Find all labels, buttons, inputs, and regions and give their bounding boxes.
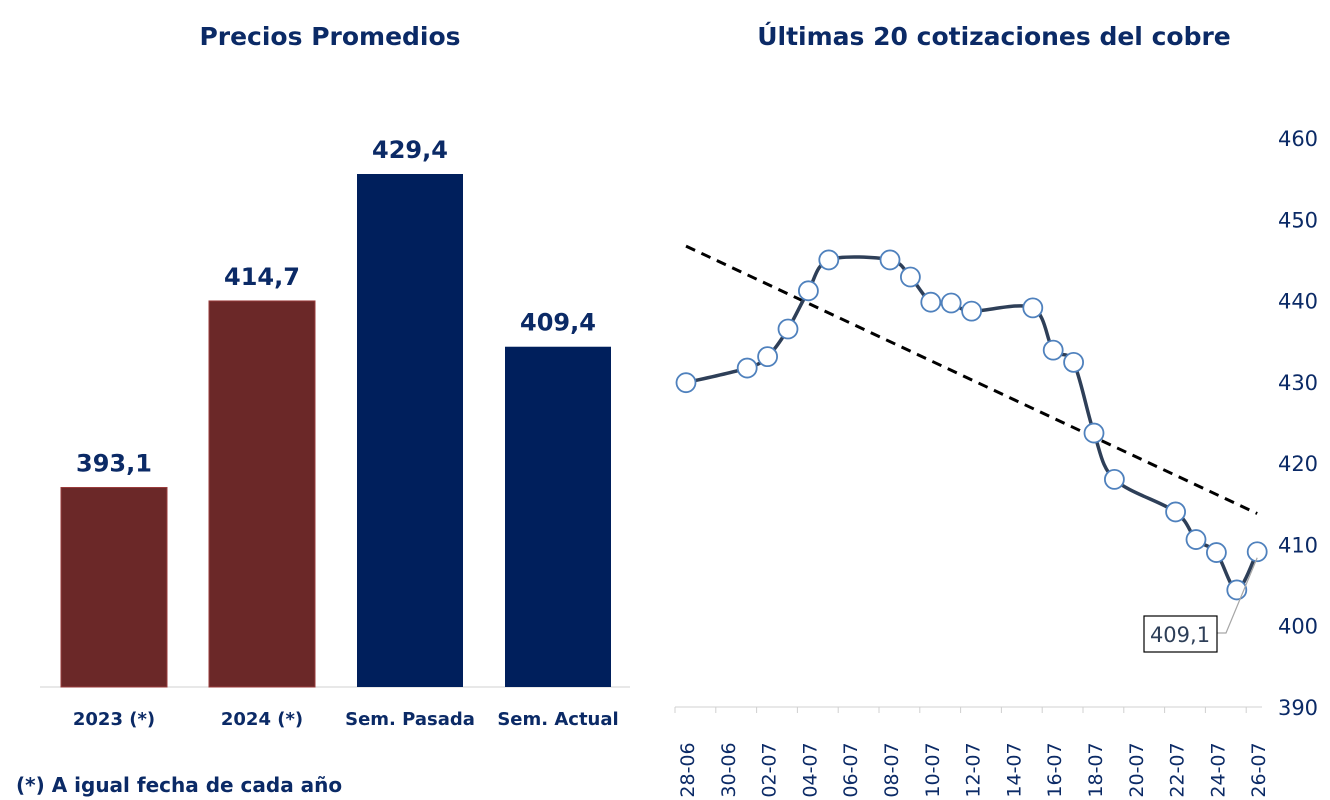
y-tick-label: 390 [1278, 696, 1318, 720]
bar-category-label: 2024 (*) [221, 709, 303, 730]
y-tick-label: 410 [1278, 533, 1318, 557]
bar-data-label: 429,4 [372, 136, 448, 164]
x-tick-label: 18-07 [1085, 742, 1107, 797]
data-point [798, 280, 819, 302]
bar-category-label: Sem. Pasada [345, 709, 475, 730]
y-tick-label: 400 [1278, 615, 1318, 639]
x-tick-label: 06-07 [840, 742, 862, 797]
data-point [757, 346, 778, 368]
x-tick-label: 22-07 [1167, 742, 1189, 797]
x-tick-label: 16-07 [1044, 742, 1066, 797]
bar-chart-title: Precios Promedios [199, 22, 460, 51]
data-point [1165, 501, 1186, 523]
data-point [1063, 351, 1084, 373]
bar-category-label: Sem. Actual [497, 709, 618, 730]
x-tick-label: 26-07 [1248, 742, 1270, 797]
x-tick-label: 20-07 [1126, 742, 1148, 797]
data-point [1206, 542, 1227, 563]
data-point [1022, 297, 1044, 319]
trendline [685, 244, 1258, 515]
y-tick-label: 460 [1278, 127, 1318, 151]
x-tick-label: 02-07 [759, 742, 781, 797]
x-tick-label: 24-07 [1207, 742, 1229, 797]
bar-data-label: 409,4 [520, 309, 596, 337]
y-tick-label: 450 [1278, 208, 1318, 232]
bar-data-label: 393,1 [76, 450, 152, 478]
bar-data-label: 414,7 [224, 263, 300, 291]
y-tick-label: 430 [1278, 371, 1318, 395]
bar-category-label: 2023 (*) [73, 709, 155, 730]
line-chart-title: Últimas 20 cotizaciones del cobre [757, 21, 1231, 51]
data-point [818, 249, 840, 271]
data-point [777, 318, 799, 340]
data-point [920, 291, 942, 313]
x-tick-label: 08-07 [881, 742, 903, 797]
label-leader-line [1217, 557, 1258, 634]
data-point [961, 300, 982, 322]
footnote: (*) A igual fecha de cada año [16, 773, 342, 797]
x-tick-label: 14-07 [1003, 742, 1025, 797]
last-value-label: 409,1 [1150, 623, 1210, 647]
bar-1 [208, 300, 316, 688]
data-point [1083, 422, 1105, 444]
data-point [736, 357, 758, 379]
data-point [1185, 529, 1207, 550]
data-point [900, 266, 921, 288]
y-tick-label: 440 [1278, 290, 1318, 314]
bar-0 [60, 487, 168, 688]
y-tick-label: 420 [1278, 452, 1318, 476]
last-value-label-box [1143, 615, 1218, 653]
data-point [675, 372, 697, 394]
x-tick-label: 30-06 [718, 742, 740, 797]
x-tick-label: 10-07 [922, 742, 944, 797]
bar-2 [357, 174, 463, 687]
data-point [879, 249, 901, 271]
data-point [1246, 541, 1268, 563]
data-point [1104, 468, 1125, 490]
bar-3 [505, 346, 611, 687]
data-point [940, 292, 962, 314]
data-point [1042, 339, 1064, 361]
x-tick-label: 28-06 [677, 742, 699, 797]
x-tick-label: 04-07 [799, 742, 821, 797]
x-tick-label: 12-07 [963, 742, 985, 797]
